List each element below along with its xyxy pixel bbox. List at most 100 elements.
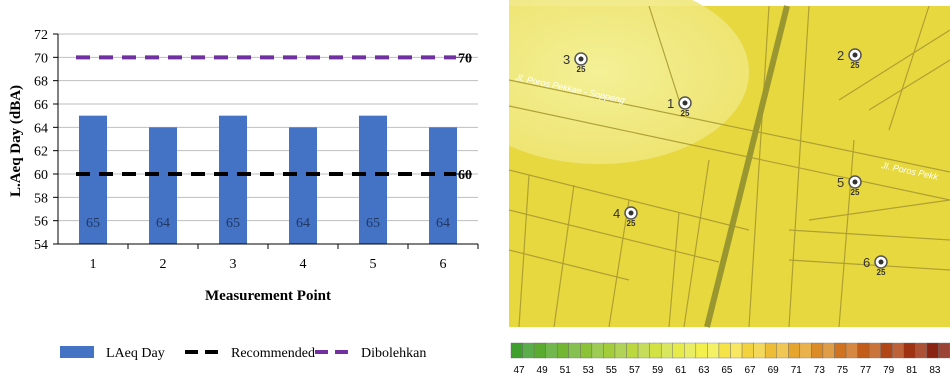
scale-swatch — [545, 342, 558, 359]
receiver-marker: 6 25 — [863, 255, 888, 277]
scale-label: 63 — [698, 365, 710, 376]
scale-label: 53 — [583, 365, 595, 376]
receiver-marker: 4 25 — [613, 206, 638, 228]
scale-swatch — [857, 342, 870, 359]
receiver-number: 5 — [837, 175, 844, 190]
scale-label: 69 — [768, 365, 780, 376]
reference-line-end-label: 60 — [458, 168, 472, 183]
bar-chart: 65 64 65 64 65 64 60 70 54 56 58 60 62 64 66 68 70 72 1 2… — [8, 28, 479, 361]
y-tick-label: 68 — [34, 75, 48, 90]
receiver-value: 25 — [681, 109, 690, 118]
receiver-icon-dot — [682, 100, 688, 106]
x-tick-label: 6 — [440, 257, 447, 272]
main-road — [704, 5, 790, 328]
scale-swatch — [741, 342, 754, 359]
bar — [149, 127, 177, 244]
road-network — [508, 5, 950, 328]
scale-swatch — [672, 342, 685, 359]
scale-swatch — [603, 342, 616, 359]
x-tick-label: 1 — [90, 257, 97, 272]
scale-swatch — [868, 342, 881, 359]
scale-swatch — [903, 342, 916, 359]
scale-label: 83 — [929, 365, 941, 376]
receiver-value: 25 — [627, 219, 636, 228]
reference-line-end-label: 70 — [458, 51, 472, 66]
scale-swatch — [568, 342, 581, 359]
receiver-number: 4 — [613, 206, 620, 221]
bar-data-label: 65 — [86, 216, 100, 231]
scale-label: 73 — [814, 365, 826, 376]
scale-swatch — [845, 342, 858, 359]
scale-swatch — [776, 342, 789, 359]
y-tick-label: 66 — [34, 98, 48, 113]
bar-data-label: 65 — [226, 216, 240, 231]
scale-swatch — [522, 342, 535, 359]
receiver-marker: 3 25 — [563, 52, 588, 74]
scale-swatch — [764, 342, 777, 359]
y-tick-label: 72 — [34, 28, 48, 43]
receiver-icon-dot — [578, 56, 584, 62]
bar-data-label: 65 — [366, 216, 380, 231]
scale-label: 49 — [537, 365, 549, 376]
bar — [79, 115, 107, 245]
receiver-marker: 5 25 — [837, 175, 862, 197]
scale-label: 81 — [906, 365, 918, 376]
scale-swatch — [822, 342, 835, 359]
legend-item: Dibolehkan — [315, 346, 426, 361]
y-tick-label: 54 — [34, 238, 48, 253]
scale-swatch — [730, 342, 743, 359]
scale-swatch — [510, 342, 523, 359]
noise-map: Jl. Poros Pekkae - Soppeng Jl. Poros Pekk… — [449, 0, 950, 379]
x-tick-label: 2 — [160, 257, 167, 272]
legend-item: LAeq Day — [60, 346, 165, 361]
receiver-number: 3 — [563, 52, 570, 67]
scale-swatch — [799, 342, 812, 359]
scale-swatch — [557, 342, 569, 359]
legend: LAeq Day Recommended Dibolehkan — [60, 346, 426, 361]
scale-label: 47 — [513, 365, 525, 376]
scale-swatch — [614, 342, 627, 359]
scale-swatch — [580, 342, 593, 359]
y-tick-label: 56 — [34, 215, 48, 230]
bar-data-label: 64 — [156, 216, 170, 231]
grid-lines — [58, 33, 478, 245]
scale-swatch — [684, 342, 697, 359]
scale-label: 55 — [606, 365, 618, 376]
legend-label: Recommended — [231, 346, 315, 361]
scale-swatch — [880, 342, 893, 359]
scale-label: 65 — [721, 365, 733, 376]
scale-swatch — [788, 342, 801, 359]
color-scale: 47 49 51 53 55 57 59 61 63 65 67 69 71 73 75 77 79 81 83 — [510, 342, 950, 376]
x-tick-label: 3 — [230, 257, 237, 272]
scale-label: 57 — [629, 365, 641, 376]
scale-label: 59 — [652, 365, 664, 376]
receiver-value: 25 — [877, 268, 886, 277]
scale-label: 67 — [744, 365, 756, 376]
bar-data-label: 64 — [296, 216, 310, 231]
receiver-marker: 1 25 — [667, 96, 692, 118]
bar — [219, 115, 247, 245]
receiver-value: 25 — [851, 61, 860, 70]
scale-swatch — [533, 342, 546, 359]
scale-swatch — [660, 342, 673, 359]
scale-swatch — [834, 342, 847, 359]
bar — [289, 127, 317, 244]
receiver-icon-dot — [852, 52, 858, 58]
scale-swatch — [718, 342, 731, 359]
scale-swatch — [753, 342, 766, 359]
y-tick-label: 58 — [34, 191, 48, 206]
receiver-number: 1 — [667, 96, 674, 111]
scale-swatch — [591, 342, 604, 359]
receiver-value: 25 — [577, 65, 586, 74]
bar — [429, 127, 457, 244]
scale-swatch — [811, 342, 824, 359]
x-tick-label: 5 — [370, 257, 377, 272]
legend-label: Dibolehkan — [361, 346, 426, 361]
scale-label: 79 — [883, 365, 895, 376]
x-axis-label: Measurement Point — [205, 288, 331, 304]
x-tick-label: 4 — [300, 257, 307, 272]
scale-swatch — [892, 342, 904, 359]
receiver-number: 2 — [837, 48, 844, 63]
